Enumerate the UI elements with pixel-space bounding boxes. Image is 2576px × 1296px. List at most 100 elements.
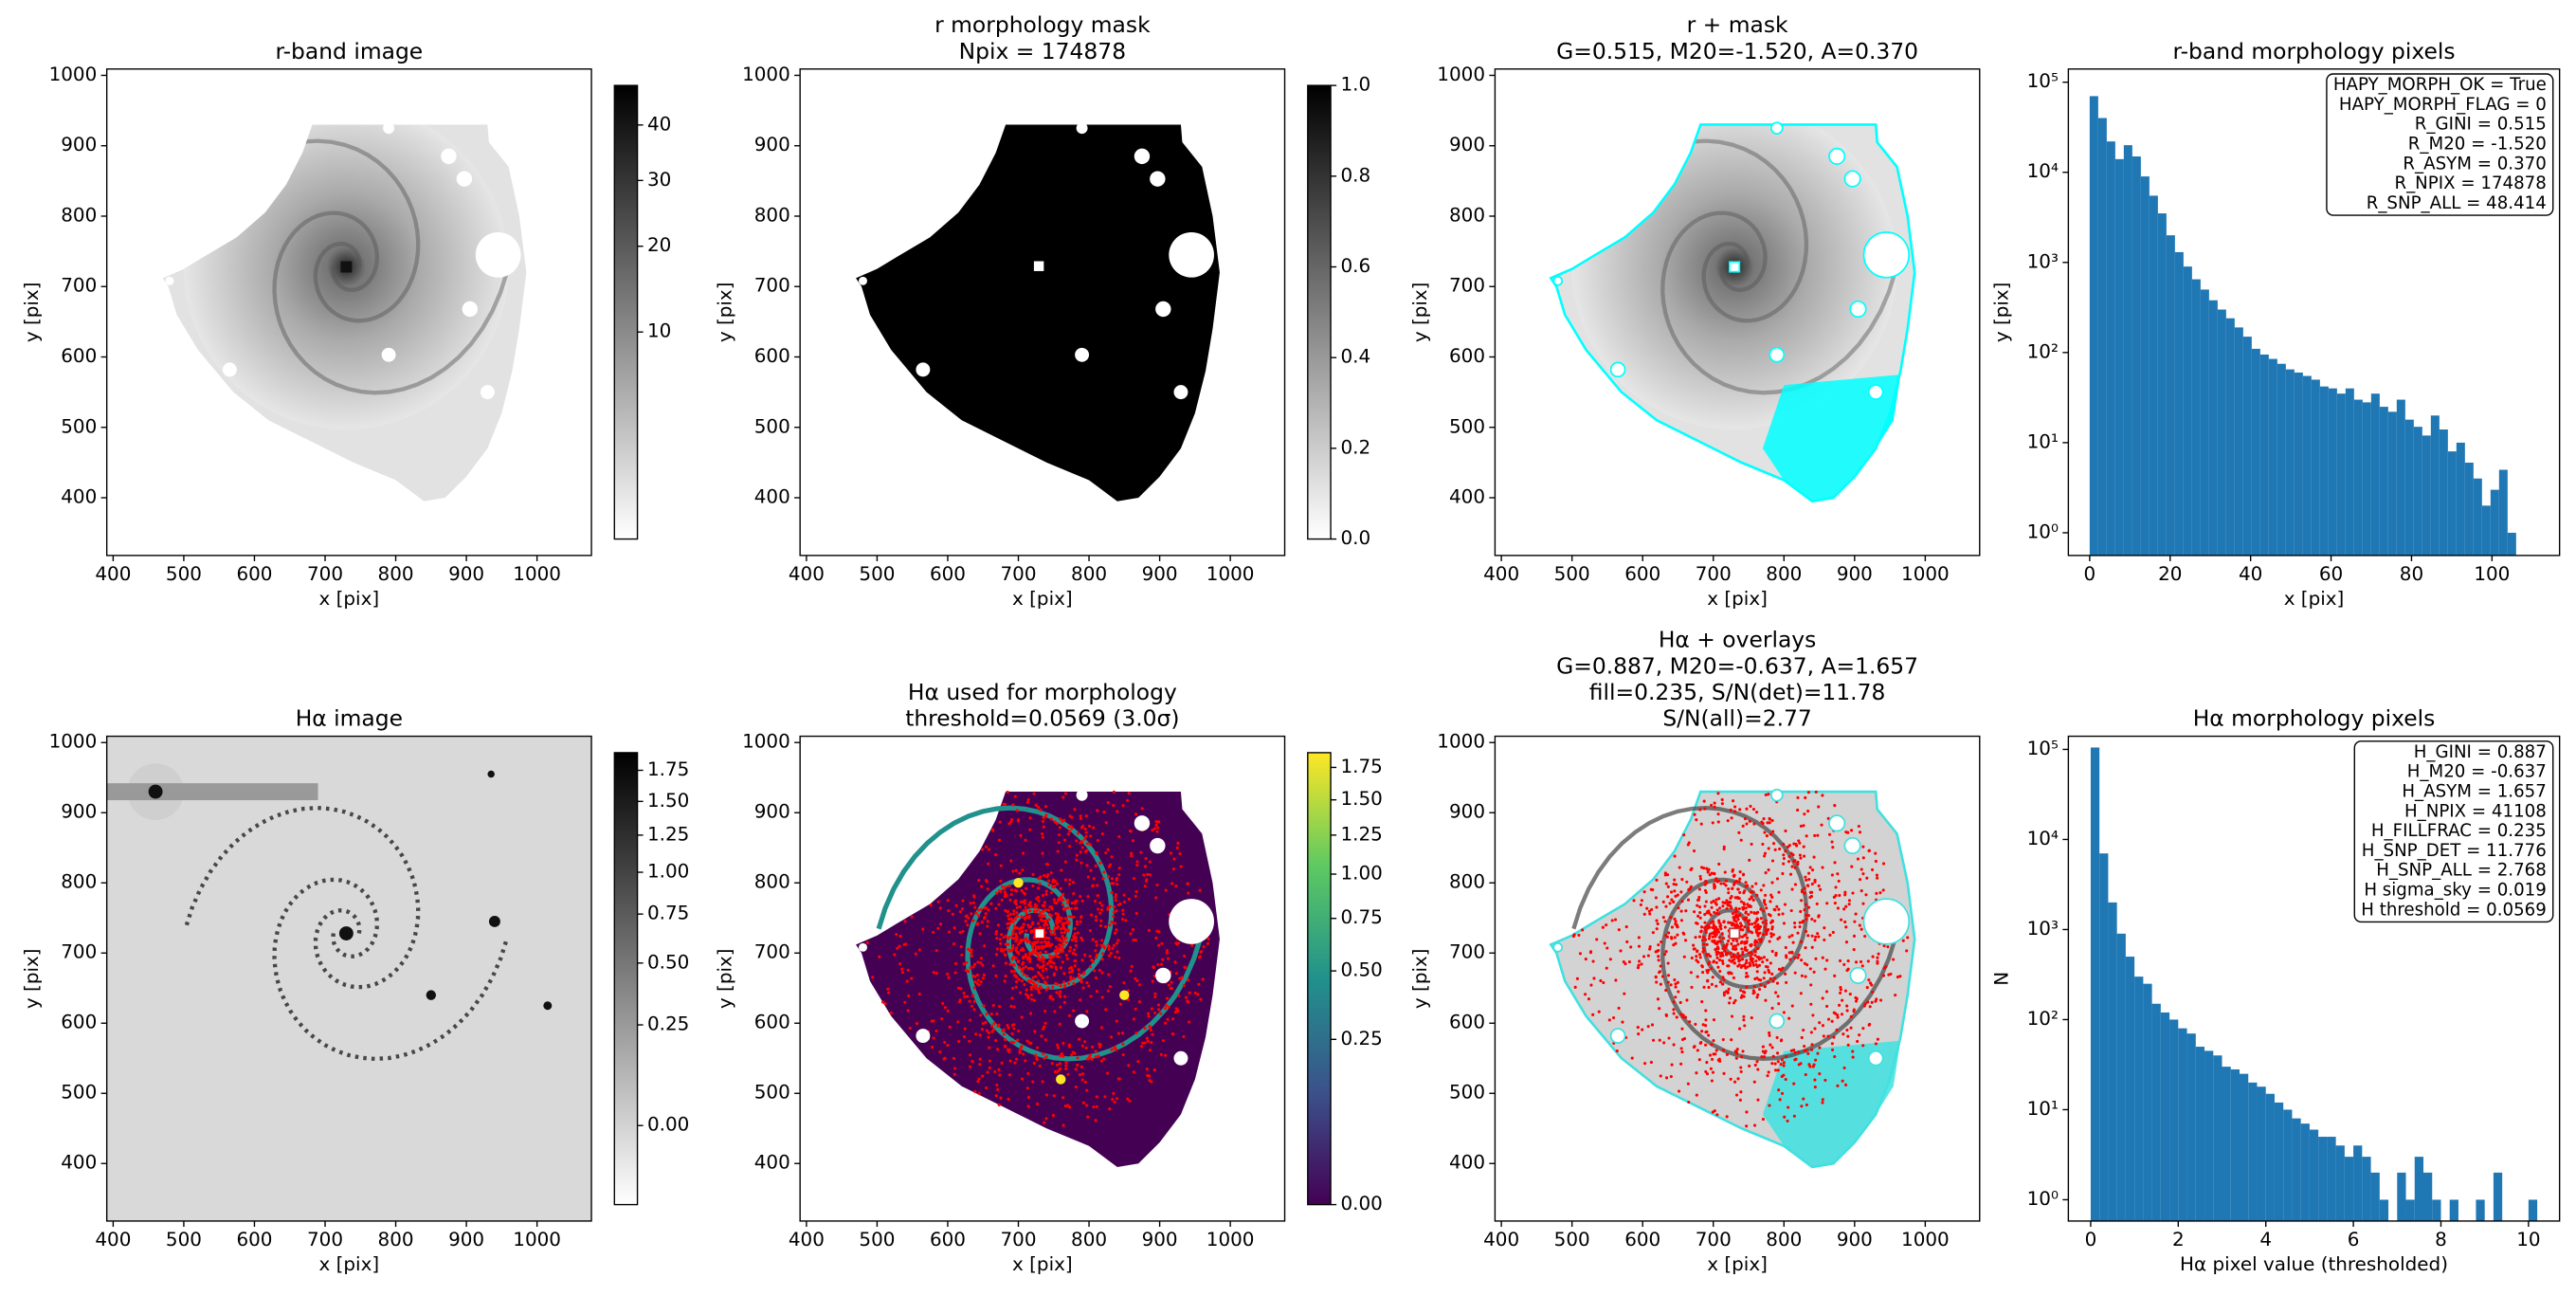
star bbox=[148, 784, 163, 799]
bar bbox=[2498, 469, 2508, 556]
detection-pixel bbox=[1695, 818, 1698, 822]
detection-pixel bbox=[1805, 929, 1808, 934]
detection-pixel bbox=[1654, 975, 1658, 978]
detection-pixel bbox=[1055, 1070, 1059, 1074]
detection-pixel bbox=[1083, 953, 1087, 957]
bar bbox=[2318, 1137, 2328, 1221]
detection-pixel bbox=[981, 1074, 985, 1078]
detection-pixel bbox=[1092, 826, 1096, 830]
detection-pixel bbox=[1693, 947, 1696, 951]
detection-pixel bbox=[1060, 931, 1063, 935]
detection-pixel bbox=[1700, 939, 1705, 942]
detection-pixel bbox=[1613, 918, 1618, 922]
detection-pixel bbox=[1116, 810, 1119, 813]
detection-pixel bbox=[1813, 919, 1817, 922]
detection-pixel bbox=[1112, 943, 1116, 947]
detection-pixel bbox=[1115, 1048, 1118, 1051]
detection-pixel bbox=[1064, 1064, 1068, 1068]
detection-pixel bbox=[1132, 877, 1136, 881]
detection-pixel bbox=[1703, 807, 1707, 811]
detection-pixel bbox=[1201, 977, 1205, 981]
detection-pixel bbox=[1063, 907, 1068, 911]
detection-pixel bbox=[1825, 902, 1829, 905]
detection-pixel bbox=[1114, 893, 1117, 897]
detection-pixel bbox=[1005, 934, 1008, 938]
detection-pixel bbox=[1730, 959, 1733, 963]
axes-frame bbox=[105, 735, 592, 1222]
detection-pixel bbox=[1764, 903, 1768, 906]
detection-pixel bbox=[1823, 1078, 1827, 1082]
detection-pixel bbox=[951, 912, 954, 916]
detection-pixel bbox=[1846, 1034, 1850, 1038]
detection-pixel bbox=[1092, 1104, 1096, 1109]
detection-pixel bbox=[1737, 831, 1741, 834]
detection-pixel bbox=[1173, 960, 1177, 964]
detection-pixel bbox=[1714, 953, 1719, 957]
detection-pixel bbox=[1106, 989, 1110, 993]
masked-region bbox=[1075, 1013, 1090, 1029]
detection-pixel bbox=[1743, 925, 1747, 929]
detection-pixel bbox=[982, 973, 986, 977]
detection-pixel bbox=[1009, 1040, 1013, 1044]
detection-pixel bbox=[1786, 1119, 1789, 1123]
detection-pixel bbox=[1095, 919, 1098, 922]
detection-pixel bbox=[1022, 955, 1025, 958]
detection-pixel bbox=[1800, 974, 1804, 977]
detection-pixel bbox=[1717, 862, 1721, 867]
detection-pixel bbox=[1802, 824, 1805, 828]
detection-pixel bbox=[1044, 1055, 1048, 1059]
detection-pixel bbox=[1845, 1028, 1849, 1032]
detection-pixel bbox=[1861, 1044, 1865, 1048]
bar bbox=[2422, 435, 2431, 556]
y-tick-label: 600 bbox=[754, 1012, 790, 1033]
detection-pixel bbox=[1818, 1021, 1822, 1025]
detection-pixel bbox=[1019, 833, 1023, 837]
bar bbox=[2336, 393, 2346, 556]
detection-pixel bbox=[1698, 956, 1702, 959]
x-tick-label: 500 bbox=[859, 563, 895, 585]
detection-pixel bbox=[1032, 998, 1037, 1002]
bar bbox=[2204, 1050, 2214, 1221]
detection-pixel bbox=[989, 1012, 993, 1016]
detection-pixel bbox=[1074, 953, 1078, 957]
detection-pixel bbox=[1657, 958, 1660, 962]
detection-pixel bbox=[1059, 939, 1062, 942]
detection-pixel bbox=[1097, 907, 1100, 911]
detection-pixel bbox=[1000, 898, 1004, 902]
masked-region bbox=[1849, 966, 1867, 984]
detection-pixel bbox=[1141, 1041, 1145, 1045]
x-tick-label: 40 bbox=[2239, 563, 2262, 585]
detection-pixel bbox=[1765, 958, 1769, 962]
detection-pixel bbox=[1753, 954, 1757, 958]
detection-pixel bbox=[1032, 792, 1036, 795]
detection-pixel bbox=[1672, 883, 1676, 886]
detection-pixel bbox=[1036, 963, 1040, 967]
detection-pixel bbox=[1847, 903, 1851, 906]
detection-pixel bbox=[1718, 980, 1722, 984]
detection-pixel bbox=[978, 1063, 982, 1067]
detection-pixel bbox=[1744, 906, 1748, 910]
masked-region bbox=[1862, 898, 1911, 945]
detection-pixel bbox=[1111, 1098, 1115, 1102]
detection-pixel bbox=[1722, 921, 1726, 924]
detection-pixel bbox=[1674, 941, 1678, 945]
detection-pixel bbox=[1865, 876, 1869, 880]
detection-pixel bbox=[1822, 1034, 1825, 1038]
detection-pixel bbox=[1706, 926, 1710, 930]
masked-region bbox=[1552, 941, 1564, 953]
detection-pixel bbox=[1808, 895, 1812, 900]
detection-pixel bbox=[990, 1024, 994, 1028]
detection-pixel bbox=[1704, 900, 1708, 904]
bar bbox=[2108, 902, 2117, 1221]
detection-pixel bbox=[1068, 830, 1072, 833]
detection-pixel bbox=[1015, 926, 1019, 930]
detection-pixel bbox=[1063, 860, 1067, 864]
detection-pixel bbox=[1764, 871, 1768, 875]
detection-pixel bbox=[995, 937, 999, 940]
detection-pixel bbox=[1063, 878, 1067, 882]
masked-region bbox=[222, 362, 237, 377]
detection-pixel bbox=[1850, 865, 1854, 868]
detection-pixel bbox=[964, 920, 968, 923]
detection-pixel bbox=[1075, 853, 1079, 857]
detection-pixel bbox=[1793, 925, 1797, 929]
